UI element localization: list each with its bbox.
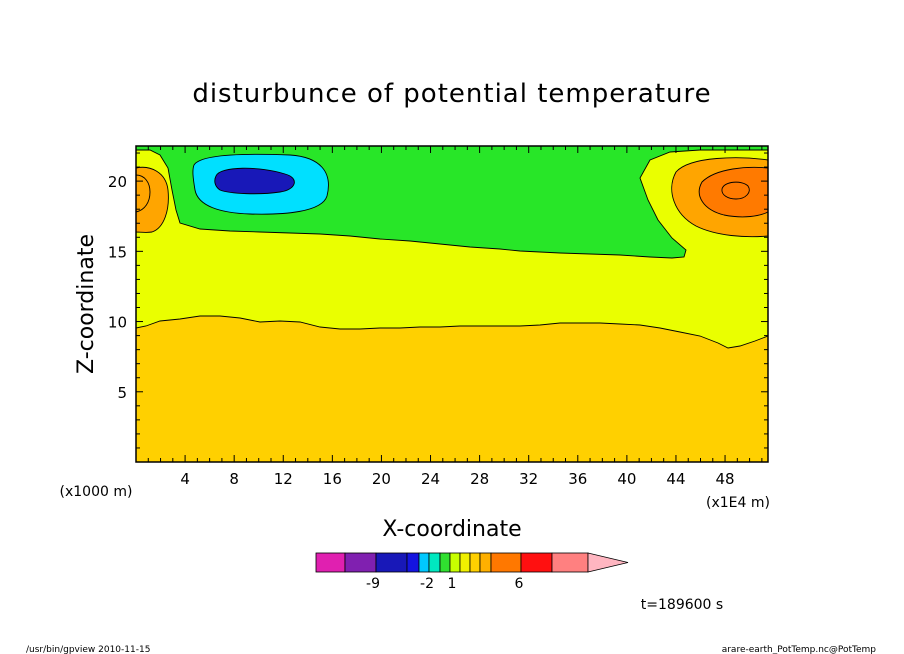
x-axis-unit: (x1E4 m) (706, 495, 770, 511)
contour-left-hot-pocket (136, 174, 151, 213)
x-tick-label: 20 (372, 470, 391, 488)
colorbar-tick-label: 6 (515, 576, 524, 592)
colorbar-segment (406, 552, 420, 573)
x-axis-label: X-coordinate (382, 517, 521, 542)
colorbar-segment (449, 552, 461, 573)
timestamp: t=189600 s (641, 597, 723, 613)
colorbar-segment (520, 552, 553, 573)
y-axis-label: Z-coordinate (74, 234, 99, 374)
colorbar-segment (344, 552, 377, 573)
chart-title: disturbunce of potential temperature (192, 79, 711, 109)
y-axis-unit: (x1000 m) (60, 484, 133, 500)
colorbar-segment (490, 552, 522, 573)
colorbar-tick-label: -2 (420, 576, 434, 592)
colorbar-segment (551, 552, 589, 573)
y-tick-label: 5 (117, 384, 127, 402)
y-tick-label: 10 (108, 314, 127, 332)
colorbar-labels: -9 -2 1 6 (366, 576, 524, 592)
x-tick-label: 32 (519, 470, 538, 488)
x-tick-label: 40 (617, 470, 636, 488)
x-tick-label: 44 (666, 470, 685, 488)
x-axis: 4 8 12 16 20 24 28 32 36 40 44 48 (147, 146, 763, 488)
colorbar-segment (375, 552, 408, 573)
colorbar-arrow (587, 552, 629, 573)
colorbar-tick-label: 1 (448, 576, 457, 592)
footer-left: /usr/bin/gpview 2010-11-15 (26, 645, 150, 654)
contour-right-hot-core (721, 181, 750, 200)
x-tick-label: 48 (716, 470, 735, 488)
colorbar-segment (479, 552, 492, 573)
colorbar-segment (428, 552, 441, 573)
y-axis: 5 10 15 20 (108, 152, 768, 449)
x-tick-label: 24 (421, 470, 440, 488)
x-tick-label: 36 (568, 470, 587, 488)
x-tick-label: 4 (180, 470, 190, 488)
x-tick-label: 8 (229, 470, 239, 488)
plot-frame (135, 145, 769, 463)
colorbar-segment (315, 552, 346, 573)
colorbar-segment (459, 552, 471, 573)
y-tick-label: 20 (108, 173, 127, 191)
colorbar-segment (469, 552, 481, 573)
colorbar-tick-label: -9 (366, 576, 380, 592)
colorbar-segment (418, 552, 430, 573)
colorbar (315, 552, 629, 573)
colorbar-segment (439, 552, 451, 573)
contour-cold-core (214, 167, 295, 195)
x-tick-label: 16 (323, 470, 342, 488)
y-tick-label: 15 (108, 243, 127, 261)
x-tick-label: 12 (274, 470, 293, 488)
x-tick-label: 28 (470, 470, 489, 488)
plot-area (135, 145, 769, 463)
footer-right: arare-earth_PotTemp.nc@PotTemp (722, 645, 877, 654)
